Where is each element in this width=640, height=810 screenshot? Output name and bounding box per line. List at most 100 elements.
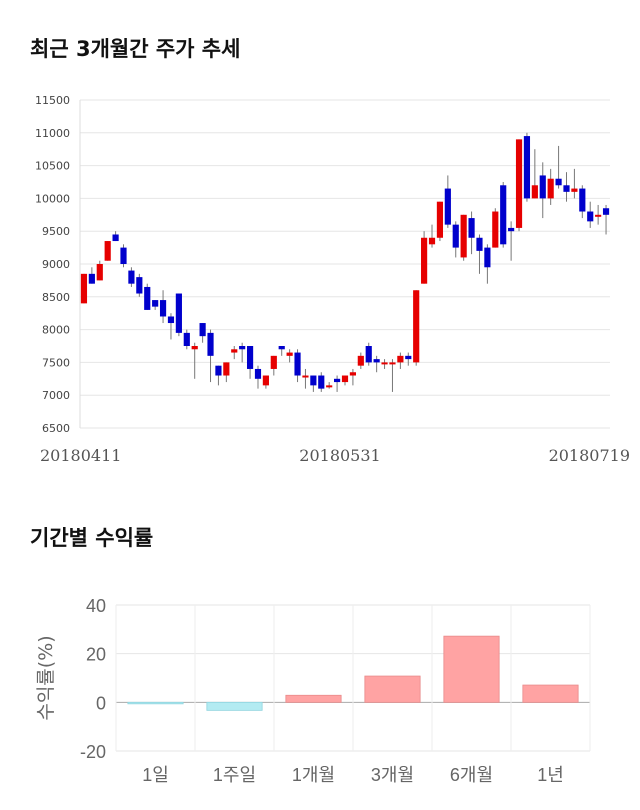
candle-x-ticks: 20180411 20180531 20180719 bbox=[40, 446, 630, 465]
candle-x-tick-label: 20180719 bbox=[549, 446, 630, 465]
return-x-tick-label: 6개월 bbox=[450, 765, 493, 785]
candle-y-ticks: 6500 7000 7500 8000 8500 9000 9500 10000 10500 11… bbox=[35, 94, 70, 435]
candle-y-tick-label: 11000 bbox=[35, 127, 70, 140]
candle-down bbox=[555, 178, 562, 186]
candle-down bbox=[294, 352, 301, 376]
return-y-tick-label: -20 bbox=[80, 742, 106, 762]
candle-up bbox=[231, 349, 238, 353]
candle-up bbox=[571, 188, 578, 192]
return-grid bbox=[115, 604, 591, 752]
candle-up bbox=[492, 211, 499, 248]
candle-down bbox=[563, 185, 570, 192]
candle-down bbox=[152, 300, 159, 307]
candle-down bbox=[199, 323, 206, 337]
candle-y-tick-label: 8000 bbox=[42, 324, 70, 337]
candle-up bbox=[270, 355, 277, 369]
candle-down bbox=[365, 346, 372, 363]
candle-down bbox=[159, 300, 167, 317]
return-x-tick-label: 3개월 bbox=[371, 765, 414, 785]
candle-up bbox=[460, 214, 467, 258]
candle-down bbox=[452, 224, 459, 248]
return-bars bbox=[127, 635, 579, 711]
candle-down bbox=[500, 185, 507, 245]
candle-up bbox=[357, 355, 364, 366]
candle-y-tick-label: 7500 bbox=[42, 356, 70, 369]
candle-down bbox=[167, 316, 175, 324]
candle-down bbox=[444, 188, 451, 225]
candle-up bbox=[381, 362, 388, 365]
candle-y-tick-label: 6500 bbox=[42, 422, 70, 435]
return-x-tick-label: 1주일 bbox=[213, 765, 256, 785]
candle-up bbox=[341, 375, 349, 383]
return-y-tick-label: 0 bbox=[96, 693, 106, 713]
return-x-tick-label: 1일 bbox=[142, 765, 169, 785]
candle-up bbox=[531, 185, 538, 199]
candle-down bbox=[579, 188, 586, 212]
candle-down bbox=[468, 218, 475, 238]
return-y-ticks: -20 0 20 40 bbox=[80, 596, 106, 762]
return-x-tick-label: 1년 bbox=[537, 765, 564, 785]
candle-down bbox=[120, 247, 127, 264]
candle-up bbox=[349, 372, 356, 376]
candlestick-chart: 6500 7000 7500 8000 8500 9000 9500 10000 10500 11… bbox=[35, 94, 630, 465]
return-bar bbox=[522, 684, 579, 703]
candle-down bbox=[246, 346, 254, 369]
candle-up bbox=[262, 375, 269, 386]
return-bar bbox=[285, 694, 342, 703]
return-x-ticks: 1일 1주일 1개월 3개월 6개월 1년 bbox=[142, 765, 564, 785]
candle-down bbox=[539, 175, 546, 199]
candle-x-tick-label: 20180531 bbox=[299, 446, 380, 465]
candle-down bbox=[183, 332, 190, 346]
candle-up bbox=[302, 375, 309, 378]
candle-up bbox=[286, 352, 293, 356]
candle-y-tick-label: 10500 bbox=[35, 160, 70, 173]
candle-down bbox=[175, 293, 182, 333]
candle-down bbox=[602, 208, 610, 215]
return-title: 기간별 수익률 bbox=[30, 526, 154, 550]
candle-up bbox=[515, 139, 523, 228]
candle-down bbox=[334, 378, 341, 383]
return-bar bbox=[443, 635, 500, 703]
candle-down bbox=[278, 346, 285, 350]
return-bar bbox=[364, 675, 421, 703]
candle-down bbox=[136, 277, 143, 294]
candle-up bbox=[96, 264, 103, 281]
candle-up bbox=[428, 237, 436, 245]
candle-down bbox=[523, 136, 531, 199]
candle-down bbox=[373, 359, 380, 363]
candle-grid bbox=[79, 99, 610, 429]
candle-down bbox=[476, 237, 483, 251]
candle-up bbox=[389, 362, 396, 365]
candle-down bbox=[484, 247, 491, 268]
candle-up bbox=[436, 201, 444, 238]
candle-y-tick-label: 7000 bbox=[42, 389, 70, 402]
candle-up bbox=[413, 290, 420, 363]
candle-up bbox=[104, 241, 111, 261]
candle-down bbox=[318, 375, 325, 389]
candle-down bbox=[239, 346, 246, 350]
candle-up bbox=[595, 214, 602, 217]
price-trend-title: 최근 3개월간 주가 추세 bbox=[30, 37, 241, 61]
candle-series bbox=[80, 132, 610, 392]
candle-down bbox=[508, 227, 515, 232]
return-y-tick-label: 20 bbox=[86, 645, 106, 665]
candle-down bbox=[587, 211, 594, 222]
candle-up bbox=[191, 346, 198, 350]
candle-down bbox=[128, 270, 135, 284]
candle-up bbox=[223, 362, 230, 376]
candle-y-tick-label: 11500 bbox=[35, 94, 70, 107]
candle-y-tick-label: 10000 bbox=[35, 192, 70, 205]
candle-y-tick-label: 8500 bbox=[42, 291, 70, 304]
candle-up bbox=[421, 237, 428, 284]
candle-y-tick-label: 9500 bbox=[42, 225, 70, 238]
candle-up bbox=[397, 355, 404, 363]
candle-y-tick-label: 9000 bbox=[42, 258, 70, 271]
return-bar bbox=[127, 701, 184, 705]
candle-down bbox=[215, 365, 222, 376]
candle-x-tick-label: 20180411 bbox=[40, 446, 121, 465]
candle-down bbox=[254, 368, 262, 379]
candle-up bbox=[326, 385, 333, 388]
candle-up bbox=[80, 273, 88, 304]
candle-down bbox=[405, 355, 412, 360]
